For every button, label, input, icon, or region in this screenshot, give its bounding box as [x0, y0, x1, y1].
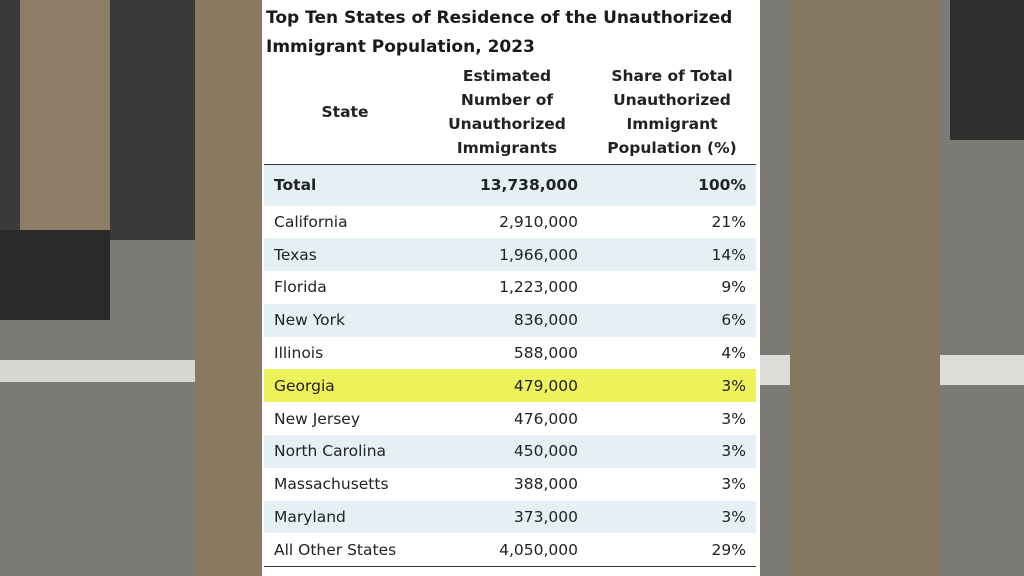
- number-cell: 4,050,000: [426, 533, 588, 567]
- number-cell: 373,000: [513, 508, 578, 527]
- number-cell: 29%: [588, 533, 756, 567]
- state-cell: All Other States: [264, 533, 426, 567]
- table-row: North Carolina 450,000 3%: [264, 435, 756, 468]
- table-row: Texas 1,966,000 14%: [264, 238, 756, 272]
- table-row: Georgia 479,000 3%: [264, 369, 756, 403]
- number-cell: 3%: [721, 442, 746, 461]
- table-row: New York 836,000 6%: [264, 303, 756, 337]
- number-cell: 479,000: [513, 376, 578, 395]
- number-cell: 1,223,000: [499, 278, 578, 297]
- table-panel: Top Ten States of Residence of the Unaut…: [262, 0, 760, 576]
- table-row: Total 13,738,000 100%: [264, 164, 756, 206]
- number-cell: 588,000: [513, 344, 578, 363]
- number-cell: 9%: [721, 278, 746, 297]
- table-body: Total 13,738,000 100% California 2,910,000 21…: [264, 164, 756, 567]
- number-cell: 2,910,000: [499, 212, 578, 231]
- state-cell: New York: [274, 311, 345, 330]
- number-cell: 3%: [721, 508, 746, 527]
- number-cell: 476,000: [513, 409, 578, 428]
- state-cell: Georgia: [274, 376, 335, 395]
- number-cell: 1,966,000: [499, 245, 578, 264]
- state-cell: New Jersey: [274, 409, 360, 428]
- number-cell: 388,000: [513, 475, 578, 494]
- number-cell: 836,000: [513, 311, 578, 330]
- table-title: Top Ten States of Residence of the Unaut…: [266, 8, 733, 57]
- header-cell: Estimated Number of Unauthorized Immigra…: [426, 62, 588, 165]
- number-cell: 21%: [711, 212, 746, 231]
- header-cell: State: [264, 62, 426, 165]
- number-cell: 6%: [721, 311, 746, 330]
- header-row: State Estimated Number of Unauthorized I…: [264, 62, 756, 165]
- number-cell: 100%: [698, 176, 746, 195]
- state-cell: Texas: [274, 245, 317, 264]
- state-cell: Florida: [274, 278, 327, 297]
- table-row: New Jersey 476,000 3%: [264, 402, 756, 435]
- table-row: Florida 1,223,000 9%: [264, 271, 756, 304]
- header-cell: Share of Total Unauthorized Immigrant Po…: [588, 62, 756, 165]
- number-cell: 450,000: [513, 442, 578, 461]
- table-row: Maryland 373,000 3%: [264, 500, 756, 534]
- state-cell: Massachusetts: [274, 475, 389, 494]
- data-table: State Estimated Number of Unauthorized I…: [264, 62, 756, 567]
- table-row: Massachusetts 388,000 3%: [264, 468, 756, 501]
- state-cell: Maryland: [274, 508, 346, 527]
- state-cell: Illinois: [274, 344, 324, 363]
- number-cell: 13,738,000: [479, 176, 578, 195]
- number-cell: 3%: [721, 409, 746, 428]
- number-cell: 3%: [721, 376, 746, 395]
- number-cell: 4%: [721, 344, 746, 363]
- number-cell: 14%: [711, 245, 746, 264]
- table-row: All Other States 4,050,000 29%: [264, 533, 756, 567]
- table-row: California 2,910,000 21%: [264, 206, 756, 239]
- state-cell: Total: [274, 176, 317, 195]
- table-row: Illinois 588,000 4%: [264, 337, 756, 370]
- state-cell: California: [274, 212, 348, 231]
- number-cell: 3%: [721, 475, 746, 494]
- state-cell: North Carolina: [274, 442, 387, 461]
